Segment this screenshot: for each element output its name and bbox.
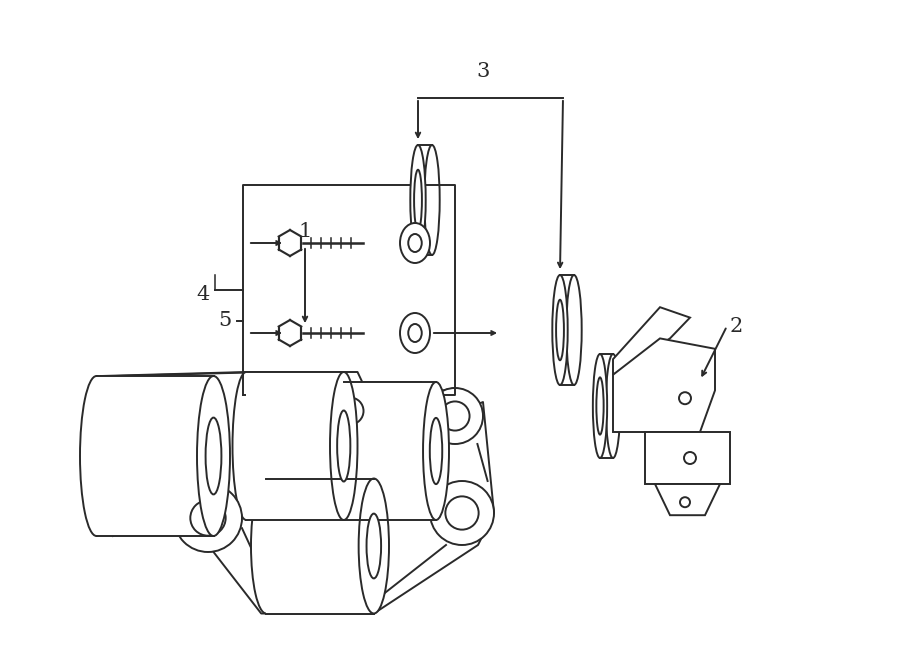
Ellipse shape bbox=[427, 388, 483, 444]
Polygon shape bbox=[344, 382, 436, 520]
Ellipse shape bbox=[409, 324, 422, 342]
Text: 5: 5 bbox=[219, 311, 232, 330]
Ellipse shape bbox=[331, 382, 357, 520]
Ellipse shape bbox=[566, 275, 581, 385]
Ellipse shape bbox=[205, 418, 221, 494]
Polygon shape bbox=[266, 479, 374, 613]
Ellipse shape bbox=[358, 479, 389, 613]
Ellipse shape bbox=[424, 145, 440, 255]
Ellipse shape bbox=[423, 382, 449, 520]
Polygon shape bbox=[96, 376, 213, 536]
Text: 1: 1 bbox=[298, 222, 311, 241]
Ellipse shape bbox=[400, 223, 430, 263]
Ellipse shape bbox=[684, 452, 696, 464]
Ellipse shape bbox=[606, 354, 620, 458]
Ellipse shape bbox=[174, 484, 242, 552]
Ellipse shape bbox=[597, 377, 604, 434]
Ellipse shape bbox=[410, 145, 426, 255]
Text: 2: 2 bbox=[730, 317, 743, 336]
Ellipse shape bbox=[337, 397, 364, 424]
Ellipse shape bbox=[197, 376, 230, 536]
Ellipse shape bbox=[440, 401, 470, 430]
Ellipse shape bbox=[593, 354, 608, 458]
Ellipse shape bbox=[366, 514, 381, 578]
Polygon shape bbox=[613, 307, 690, 375]
Polygon shape bbox=[613, 338, 715, 432]
Ellipse shape bbox=[680, 497, 690, 507]
Ellipse shape bbox=[400, 313, 430, 353]
Ellipse shape bbox=[232, 372, 260, 520]
Ellipse shape bbox=[553, 275, 568, 385]
Ellipse shape bbox=[338, 410, 350, 481]
Polygon shape bbox=[645, 432, 730, 484]
Text: 4: 4 bbox=[197, 286, 210, 305]
Ellipse shape bbox=[409, 234, 422, 252]
Ellipse shape bbox=[430, 418, 442, 484]
Ellipse shape bbox=[190, 500, 226, 535]
Ellipse shape bbox=[430, 481, 494, 545]
Ellipse shape bbox=[330, 372, 357, 520]
Ellipse shape bbox=[251, 479, 282, 613]
Text: 3: 3 bbox=[476, 62, 490, 81]
Polygon shape bbox=[655, 484, 720, 515]
Ellipse shape bbox=[414, 170, 422, 230]
Polygon shape bbox=[247, 372, 344, 520]
Ellipse shape bbox=[324, 385, 376, 437]
Ellipse shape bbox=[556, 299, 564, 360]
Ellipse shape bbox=[446, 496, 479, 529]
Ellipse shape bbox=[80, 376, 113, 536]
Ellipse shape bbox=[679, 392, 691, 404]
